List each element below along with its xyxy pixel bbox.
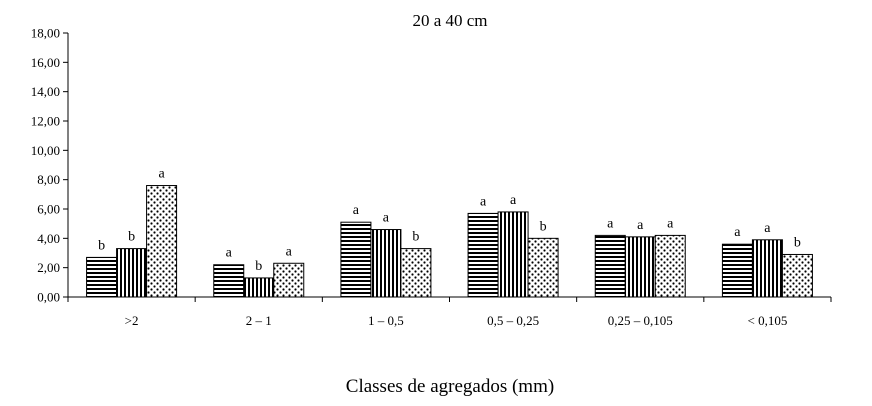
y-tick-label: 16,00	[31, 55, 60, 70]
bar	[721, 243, 753, 298]
bar	[781, 253, 813, 298]
bar	[340, 221, 372, 298]
significance-label: a	[158, 167, 165, 182]
bar	[594, 234, 626, 298]
x-axis-title: Classes de agregados (mm)	[346, 376, 554, 397]
bar	[751, 239, 783, 298]
x-tick-label: 0,25 – 0,105	[608, 313, 673, 328]
bar	[527, 237, 559, 298]
y-axis: 0,00 2,00 4,00 6,00 8,00 10,00 12,00 14,00 16,00…	[31, 26, 69, 305]
significance-label: a	[607, 216, 614, 231]
x-tick-label: 2 – 1	[246, 313, 272, 328]
x-tick-label: 1 – 0,5	[368, 313, 404, 328]
bar	[370, 229, 402, 298]
bar	[497, 211, 529, 298]
significance-label: a	[637, 218, 644, 233]
x-tick-label: < 0,105	[747, 313, 787, 328]
y-tick-label: 0,00	[37, 290, 60, 305]
significance-label: a	[480, 194, 487, 209]
bar	[213, 264, 245, 298]
x-axis: >2 2 – 1 1 – 0,5 0,5 – 0,25 0,25 – 0,105 < 0,…	[67, 296, 832, 328]
y-tick-label: 14,00	[31, 84, 60, 99]
x-tick-label: >2	[125, 313, 139, 328]
y-tick-label: 8,00	[37, 172, 60, 187]
bar	[146, 185, 178, 298]
y-tick-label: 2,00	[37, 260, 60, 275]
significance-label: b	[794, 235, 801, 250]
significance-label: a	[734, 225, 741, 240]
x-tick-label: 0,5 – 0,25	[487, 313, 539, 328]
bar	[243, 277, 275, 298]
y-tick-label: 6,00	[37, 202, 60, 217]
significance-label: a	[226, 246, 233, 261]
significance-label: a	[764, 221, 771, 236]
significance-label: b	[128, 230, 135, 245]
significance-label: a	[667, 216, 674, 231]
significance-label: b	[540, 219, 547, 234]
bar	[654, 234, 686, 298]
bar	[467, 212, 499, 298]
significance-label: a	[383, 211, 390, 226]
significance-label: b	[98, 238, 105, 253]
bar	[116, 248, 148, 298]
bar	[273, 262, 305, 298]
significance-label: a	[510, 193, 517, 208]
significance-label: a	[286, 244, 293, 259]
y-tick-label: 12,00	[31, 114, 60, 129]
significance-labels: b b a a b a a a b a a b a a a a a b	[98, 167, 801, 274]
y-tick-label: 4,00	[37, 231, 60, 246]
bar	[400, 248, 432, 298]
significance-label: b	[412, 230, 419, 245]
bar	[624, 236, 656, 298]
chart-title: 20 a 40 cm	[412, 11, 487, 30]
significance-label: b	[255, 259, 262, 274]
bar	[86, 256, 118, 298]
y-tick-label: 18,00	[31, 26, 60, 41]
bars	[86, 185, 813, 298]
significance-label: a	[353, 203, 360, 218]
y-tick-label: 10,00	[31, 143, 60, 158]
